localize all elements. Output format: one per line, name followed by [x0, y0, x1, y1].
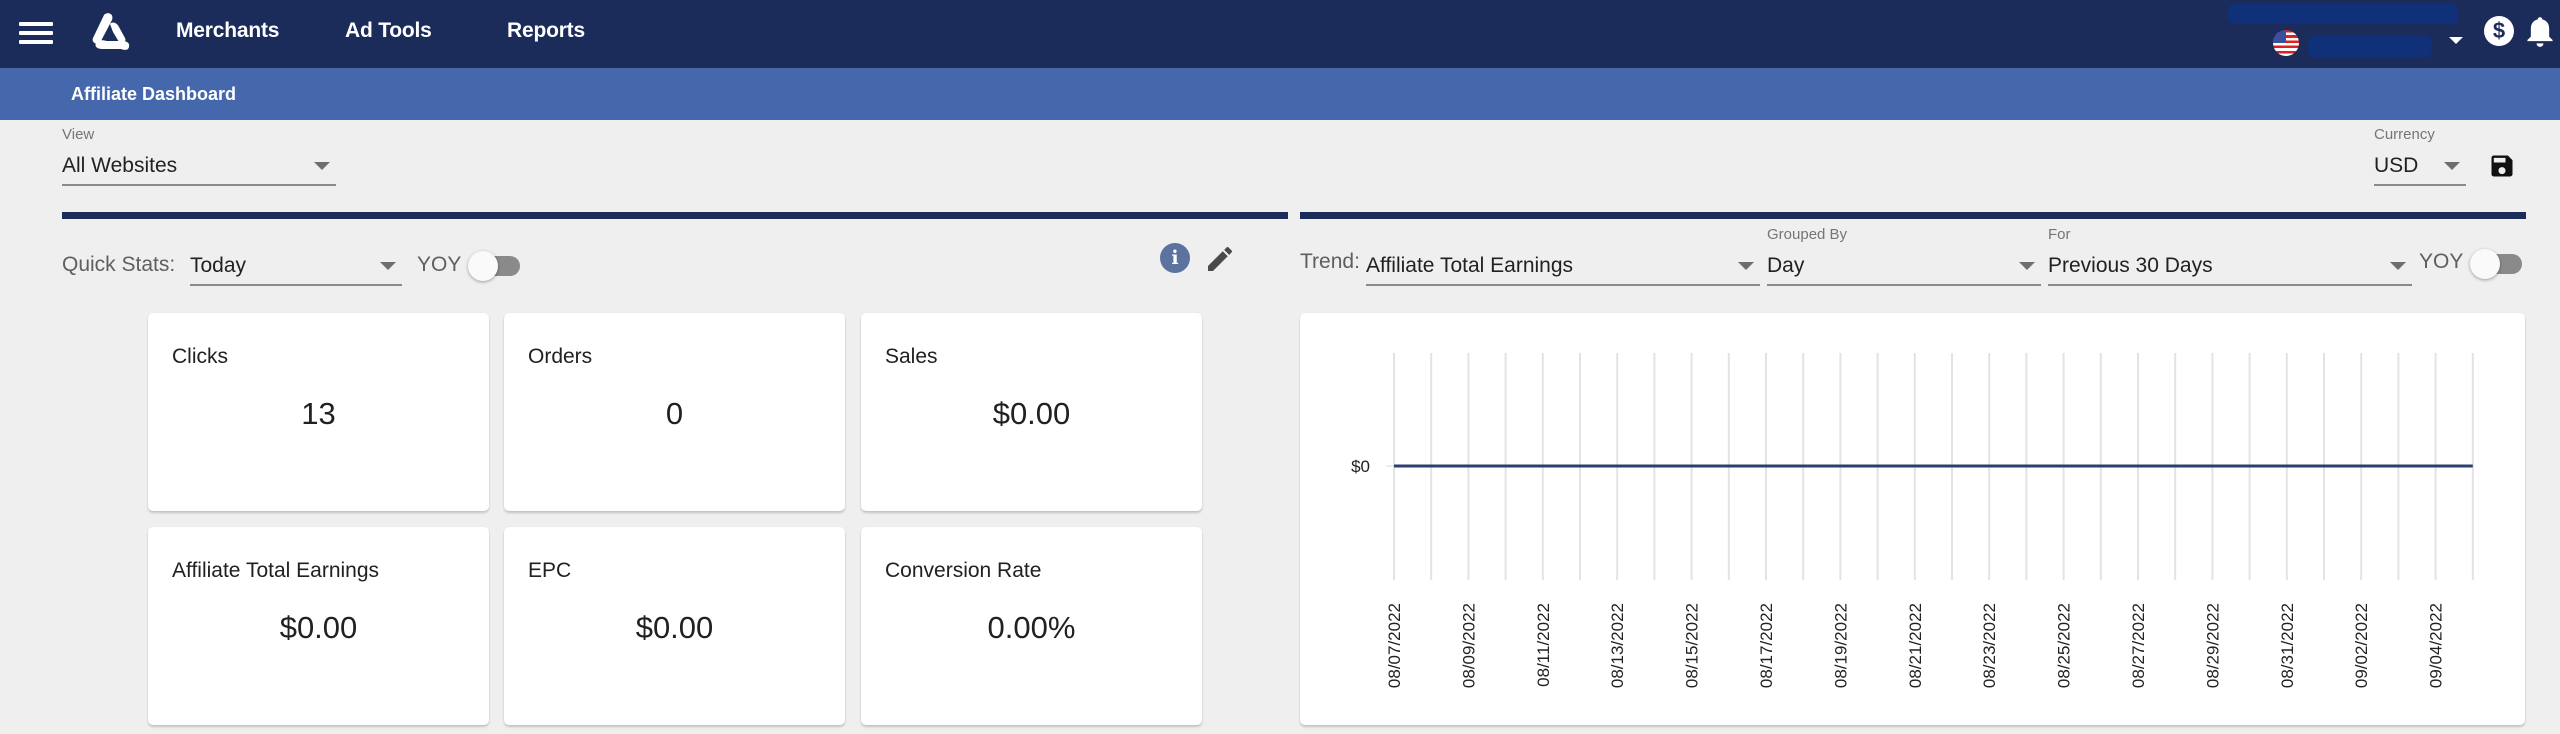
dollar-circle-icon[interactable]: $ [2484, 16, 2514, 46]
quick-stats-label: Quick Stats: [62, 253, 176, 276]
trend-yoy-label: YOY [2419, 250, 2464, 273]
info-icon[interactable]: i [1160, 243, 1190, 273]
stat-card-value: $0.00 [992, 396, 1071, 431]
account-id-redacted[interactable] [2308, 35, 2432, 58]
x-tick-label: 09/02/2022 [2352, 603, 2371, 688]
trend-divider [1300, 212, 2526, 219]
stat-card-title: Conversion Rate [885, 559, 1042, 582]
menu-icon[interactable] [19, 20, 53, 46]
for-label: For [2048, 226, 2071, 243]
quick-stats-yoy-toggle[interactable] [468, 251, 524, 281]
grouped-by-field: Grouped By Day [1767, 226, 2041, 286]
stat-card-epc: EPC $0.00 [504, 527, 845, 725]
quick-stats-period-select[interactable]: Today [190, 244, 402, 286]
x-tick-label: 08/19/2022 [1831, 603, 1850, 688]
y-tick-label: $0 [1351, 457, 1370, 476]
trend-line-chart[interactable]: $0 08/07/2022 08/09/2022 08/11/2022 08/13/20… [1300, 313, 2525, 725]
top-nav: Merchants Ad Tools Reports $ [0, 0, 2560, 68]
nav-reports[interactable]: Reports [507, 19, 585, 42]
x-tick-label: 08/23/2022 [1980, 603, 1999, 688]
for-field: For Previous 30 Days [2048, 226, 2412, 286]
stat-card-orders: Orders 0 [504, 313, 845, 511]
stat-card-clicks: Clicks 13 [148, 313, 489, 511]
bell-icon[interactable] [2526, 16, 2554, 48]
stat-card-title: Clicks [172, 345, 228, 368]
account-name-redacted[interactable] [2228, 4, 2458, 24]
view-label: View [62, 126, 95, 143]
x-tick-label: 08/07/2022 [1385, 603, 1404, 688]
x-tick-label: 09/04/2022 [2427, 603, 2446, 688]
nav-ad-tools[interactable]: Ad Tools [345, 19, 432, 42]
stat-card-title: Affiliate Total Earnings [172, 559, 380, 582]
x-tick-label: 08/27/2022 [2129, 603, 2148, 688]
chevron-down-icon [314, 162, 330, 170]
view-field: View All Websites [62, 126, 336, 186]
view-select[interactable]: All Websites [62, 144, 336, 186]
grouped-by-select[interactable]: Day [1767, 244, 2041, 286]
trend-metric-select[interactable]: Affiliate Total Earnings [1366, 244, 1760, 286]
x-tick-label: 08/25/2022 [2055, 603, 2074, 688]
stat-card-value: 13 [301, 396, 336, 431]
x-tick-label: 08/29/2022 [2203, 603, 2222, 688]
grouped-by-value: Day [1767, 254, 1805, 277]
chevron-down-icon [2390, 262, 2406, 270]
stat-card-title: Sales [885, 345, 938, 368]
trend-yoy-toggle[interactable] [2470, 249, 2526, 279]
trend-metric-value: Affiliate Total Earnings [1366, 254, 1574, 277]
stat-card-value: $0.00 [279, 610, 358, 645]
x-tick-label: 08/15/2022 [1683, 603, 1702, 688]
page-title[interactable]: Affiliate Dashboard [71, 84, 237, 104]
chevron-down-icon [380, 262, 396, 270]
x-tick-label: 08/21/2022 [1906, 603, 1925, 688]
stat-card-value: $0.00 [635, 610, 714, 645]
sub-nav: Affiliate Dashboard [0, 68, 2560, 120]
chevron-down-icon [2444, 162, 2460, 170]
x-tick-label: 08/31/2022 [2278, 603, 2297, 688]
quick-stats-divider [62, 212, 1288, 219]
chevron-down-icon [1738, 262, 1754, 270]
stat-card-affiliate-total-earnings: Affiliate Total Earnings $0.00 [148, 527, 489, 725]
stat-card-sales: Sales $0.00 [861, 313, 1202, 511]
chevron-down-icon [2019, 262, 2035, 270]
x-tick-label: 08/11/2022 [1534, 603, 1553, 687]
logo[interactable] [86, 12, 132, 52]
trend-chart: $0 08/07/2022 08/09/2022 08/11/2022 08/13/20… [1300, 313, 2525, 725]
x-tick-label: 08/13/2022 [1608, 603, 1627, 688]
us-flag-icon [2273, 30, 2299, 56]
stat-card-conversion-rate: Conversion Rate 0.00% [861, 527, 1202, 725]
stat-card-value: 0.00% [987, 610, 1076, 645]
trend-label: Trend: [1300, 250, 1360, 273]
grouped-by-label: Grouped By [1767, 226, 1848, 243]
stat-card-title: EPC [528, 559, 572, 582]
account-caret-down-icon[interactable] [2449, 37, 2463, 44]
view-select-value: All Websites [62, 154, 178, 177]
for-select[interactable]: Previous 30 Days [2048, 244, 2412, 286]
stat-card-title: Orders [528, 345, 593, 368]
nav-merchants[interactable]: Merchants [176, 19, 280, 42]
currency-select-value: USD [2374, 154, 2419, 177]
currency-select[interactable]: USD [2374, 144, 2466, 186]
currency-field: Currency USD [2374, 126, 2466, 186]
x-tick-label: 08/09/2022 [1459, 603, 1478, 688]
for-value: Previous 30 Days [2048, 254, 2213, 277]
save-icon[interactable] [2488, 152, 2516, 180]
quick-stats-yoy-label: YOY [417, 253, 462, 276]
quick-stats-period-value: Today [190, 254, 247, 277]
edit-pencil-icon[interactable] [1204, 243, 1236, 275]
currency-label: Currency [2374, 126, 2435, 143]
x-tick-label: 08/17/2022 [1757, 603, 1776, 688]
stat-card-value: 0 [665, 396, 684, 431]
